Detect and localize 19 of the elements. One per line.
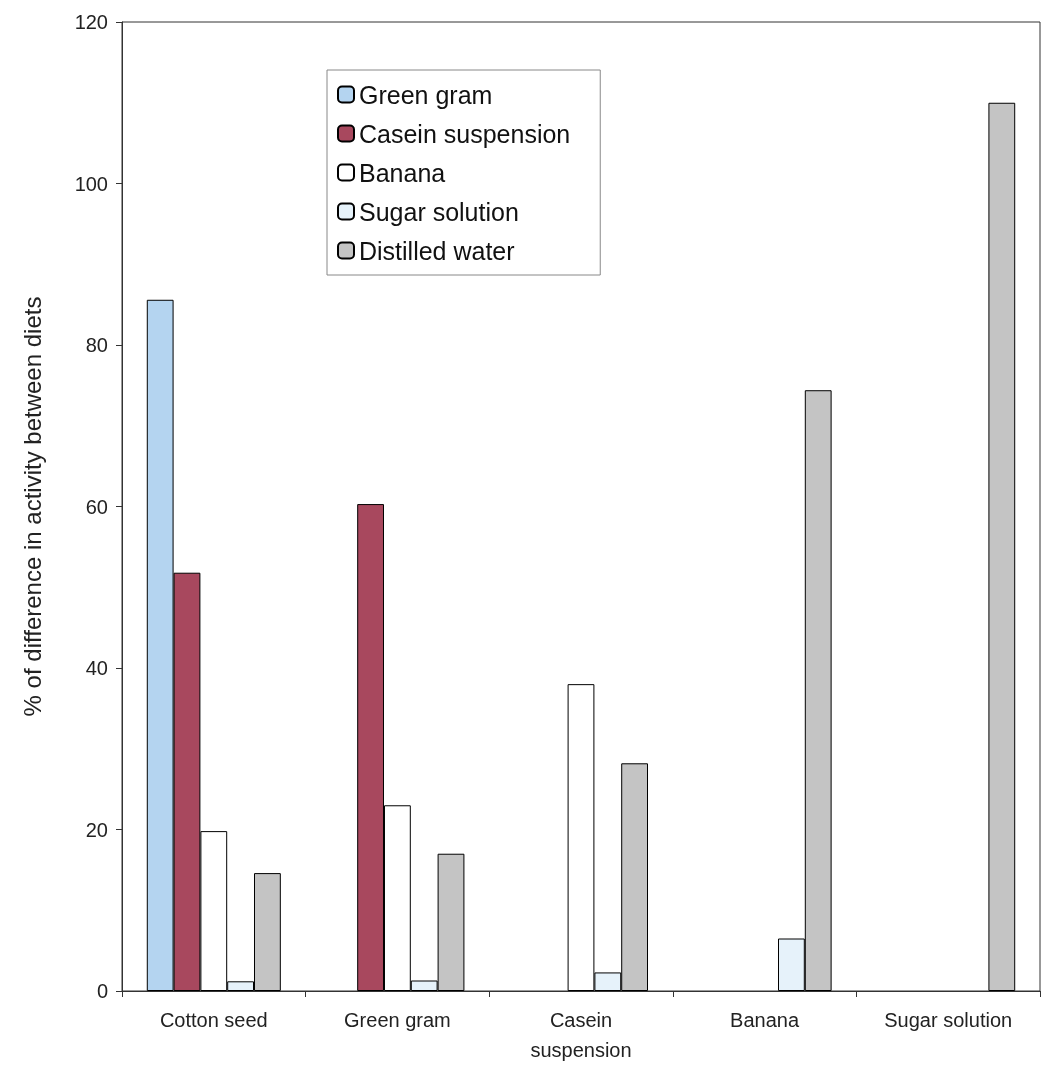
y-tick-label: 100 bbox=[74, 172, 108, 195]
legend-label: Casein suspension bbox=[359, 119, 571, 148]
bar bbox=[988, 102, 1016, 991]
y-tick-label: 60 bbox=[85, 495, 108, 518]
y-tick-label: 120 bbox=[74, 11, 108, 33]
legend-label: Green gram bbox=[359, 80, 493, 109]
y-tick-label: 80 bbox=[85, 334, 108, 356]
x-tick-label: Casein suspension bbox=[530, 1009, 632, 1061]
y-axis-title: % of difference in activity between diets bbox=[18, 296, 46, 717]
x-tick-label: Banana bbox=[730, 1009, 800, 1031]
x-tick-label: Cotton seed bbox=[159, 1009, 268, 1031]
y-tick-label: 40 bbox=[85, 657, 108, 679]
legend-label: Banana bbox=[359, 158, 446, 187]
y-tick-label: 0 bbox=[96, 980, 108, 1002]
legend-label: Sugar solution bbox=[359, 197, 519, 226]
legend-label: Distilled water bbox=[359, 236, 515, 265]
x-tick-label: Sugar solution bbox=[884, 1009, 1013, 1031]
y-tick-label: 20 bbox=[85, 818, 108, 841]
x-tick-label: Green gram bbox=[344, 1009, 451, 1031]
